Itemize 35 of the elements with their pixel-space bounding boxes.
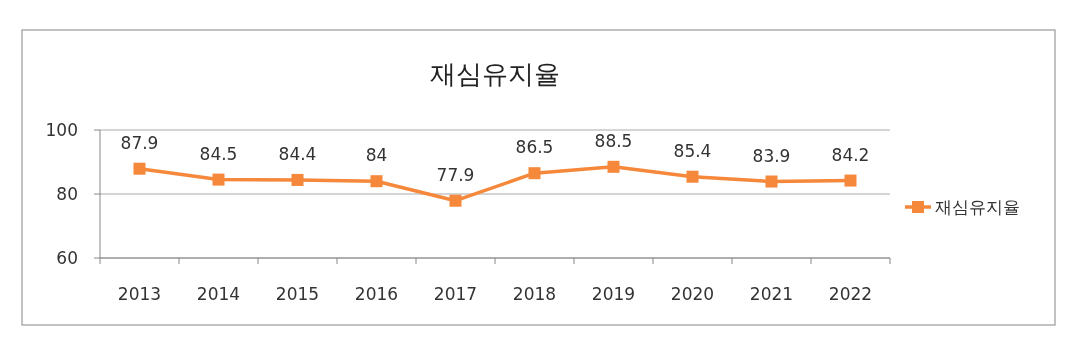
- chart-title: 재심유지율: [430, 59, 560, 89]
- point: [528, 167, 541, 180]
- y-tick-label: 60: [56, 248, 78, 268]
- point: [449, 194, 462, 207]
- x-tick-label: 2017: [433, 284, 478, 304]
- data-label: 84.2: [831, 144, 870, 165]
- x-tick-label: 2019: [591, 284, 636, 304]
- point: [765, 175, 778, 188]
- point: [291, 173, 304, 186]
- x-tick-label: 2013: [117, 284, 162, 304]
- point: [212, 173, 225, 186]
- legend-label: 재심유지율: [935, 197, 1020, 217]
- y-tick-label: 100: [45, 120, 78, 140]
- x-tick-label: 2014: [196, 284, 241, 304]
- x-tick-label: 2015: [275, 284, 320, 304]
- x-tick-label: 2022: [828, 284, 873, 304]
- point: [133, 162, 146, 175]
- data-label: 84: [365, 145, 388, 166]
- x-tick-label: 2016: [354, 284, 399, 304]
- data-label: 77.9: [436, 164, 475, 185]
- data-label: 86.5: [515, 137, 554, 158]
- point: [844, 174, 857, 187]
- data-label: 85.4: [673, 140, 712, 161]
- data-label: 83.9: [752, 145, 791, 166]
- point: [686, 170, 699, 183]
- data-label: 87.9: [120, 132, 159, 153]
- x-tick-label: 2018: [512, 284, 557, 304]
- point: [370, 175, 383, 188]
- y-tick-label: 80: [56, 184, 78, 204]
- data-label: 84.4: [278, 143, 317, 164]
- x-tick-label: 2020: [670, 284, 715, 304]
- point: [607, 160, 620, 173]
- data-label: 84.5: [199, 143, 238, 164]
- data-label: 88.5: [594, 130, 633, 151]
- x-tick-label: 2021: [749, 284, 794, 304]
